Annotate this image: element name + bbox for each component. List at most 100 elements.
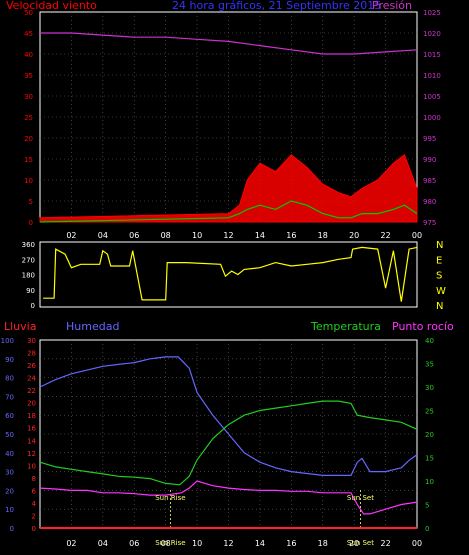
temperature-tick-label: 35 <box>425 361 434 369</box>
wind-pressure-series <box>39 32 418 223</box>
time-tick-label: 02 <box>66 231 76 240</box>
temperature-tick-label: 15 <box>425 455 434 463</box>
wind-tick-label: 5 <box>29 198 33 206</box>
humidity-tick-label: 60 <box>5 412 14 420</box>
temperature-tick-label: 5 <box>425 502 429 510</box>
humidity-tick-label: 100 <box>1 337 14 345</box>
rain-tick-label: 12 <box>27 450 36 458</box>
temperature-tick-label: 20 <box>425 431 434 439</box>
pressure-label: Presión <box>372 0 412 12</box>
wind-tick-label: 40 <box>24 51 33 59</box>
wind-tick-label: 35 <box>24 72 33 80</box>
time-tick-label: 08 <box>161 539 171 548</box>
time-tick-label: 04 <box>98 231 108 240</box>
compass-tick-label: N <box>436 301 443 312</box>
time-tick-label: 14 <box>255 231 265 240</box>
time-tick-label: 22 <box>380 539 390 548</box>
rain-tick-label: 16 <box>27 425 36 433</box>
rain-tick-label: 14 <box>27 437 36 445</box>
time-tick-label: 12 <box>223 539 233 548</box>
wind-average-line <box>39 200 418 223</box>
wind-tick-label: 15 <box>24 156 33 164</box>
time-tick-label: 14 <box>255 539 265 548</box>
direction-tick-label: 0 <box>31 302 35 310</box>
wind-direction-line <box>43 246 418 302</box>
wind-speed-area <box>39 153 418 223</box>
dewpoint-line <box>39 480 418 515</box>
sun-marker-label: Sun Set <box>347 494 374 502</box>
wind-tick-label: 50 <box>24 9 33 17</box>
wind-direction-panel-frame <box>39 241 418 308</box>
time-tick-label: 06 <box>129 539 139 548</box>
climate-grid <box>40 340 417 528</box>
rain-tick-label: 26 <box>27 362 36 370</box>
pressure-tick-label: 990 <box>423 156 436 164</box>
wind-speed-label: Velocidad viento <box>6 0 97 12</box>
compass-tick-label: N <box>436 240 443 251</box>
humidity-tick-label: 50 <box>5 431 14 439</box>
pressure-tick-label: 1020 <box>423 30 441 38</box>
pressure-tick-label: 1025 <box>423 9 441 17</box>
rain-tick-label: 20 <box>27 400 36 408</box>
wind-tick-label: 25 <box>24 114 33 122</box>
rain-tick-label: 4 <box>32 500 37 508</box>
time-tick-label: 20 <box>349 539 359 548</box>
temperature-tick-label: 10 <box>425 478 434 486</box>
dewpoint-label: Punto rocío <box>392 320 454 333</box>
temperature-tick-label: 30 <box>425 384 434 392</box>
time-tick-label: 16 <box>286 231 296 240</box>
compass-tick-label: S <box>436 271 442 282</box>
pressure-tick-label: 1015 <box>423 51 441 59</box>
humidity-tick-label: 0 <box>10 525 14 533</box>
time-tick-label: 10 <box>192 539 202 548</box>
climate-series <box>39 356 418 529</box>
temperature-tick-label: 40 <box>425 337 434 345</box>
time-tick-label: 18 <box>318 231 328 240</box>
humidity-tick-label: 10 <box>5 506 14 514</box>
axis-tick-labels: 0510152025303540455097598098599099510001… <box>1 9 446 548</box>
rain-label: Lluvia <box>4 320 36 333</box>
time-tick-label: 18 <box>318 539 328 548</box>
rain-tick-label: 0 <box>32 525 36 533</box>
temperature-tick-label: 25 <box>425 408 434 416</box>
sun-marker-axis-label: Sun Set <box>347 539 374 547</box>
humidity-tick-label: 70 <box>5 393 14 401</box>
pressure-line <box>40 32 418 55</box>
direction-tick-label: 360 <box>22 241 35 249</box>
time-tick-label: 22 <box>380 231 390 240</box>
rain-tick-label: 24 <box>27 375 36 383</box>
humidity-tick-label: 80 <box>5 375 14 383</box>
humidity-tick-label: 40 <box>5 450 14 458</box>
time-tick-label: 08 <box>161 231 171 240</box>
rain-tick-label: 22 <box>27 387 36 395</box>
pressure-tick-label: 1005 <box>423 93 441 101</box>
rain-tick-label: 2 <box>32 512 36 520</box>
pressure-tick-label: 980 <box>423 198 436 206</box>
pressure-tick-label: 985 <box>423 177 436 185</box>
rain-tick-label: 10 <box>27 462 36 470</box>
rain-tick-label: 30 <box>27 337 36 345</box>
direction-tick-label: 90 <box>26 287 35 295</box>
wind-tick-label: 0 <box>29 219 33 227</box>
time-tick-label: 02 <box>66 539 76 548</box>
time-tick-label: 00 <box>412 539 422 548</box>
humidity-tick-label: 30 <box>5 469 14 477</box>
wind-tick-label: 45 <box>24 30 33 38</box>
sun-marker-label: Sun Rise <box>155 494 185 502</box>
time-tick-label: 00 <box>412 231 422 240</box>
time-tick-label: 06 <box>129 231 139 240</box>
humidity-label: Humedad <box>66 320 119 333</box>
time-tick-label: 20 <box>349 231 359 240</box>
rain-tick-label: 18 <box>27 412 36 420</box>
wind-tick-label: 10 <box>24 177 33 185</box>
temperature-tick-label: 0 <box>425 525 429 533</box>
temperature-line <box>39 400 418 486</box>
humidity-tick-label: 20 <box>5 487 14 495</box>
rain-tick-label: 8 <box>32 475 36 483</box>
humidity-line <box>39 356 418 476</box>
chart-title: 24 hora gráficos, 21 Septiembre 2015 <box>172 0 381 12</box>
pressure-tick-label: 1010 <box>423 72 441 80</box>
time-tick-label: 12 <box>223 231 233 240</box>
